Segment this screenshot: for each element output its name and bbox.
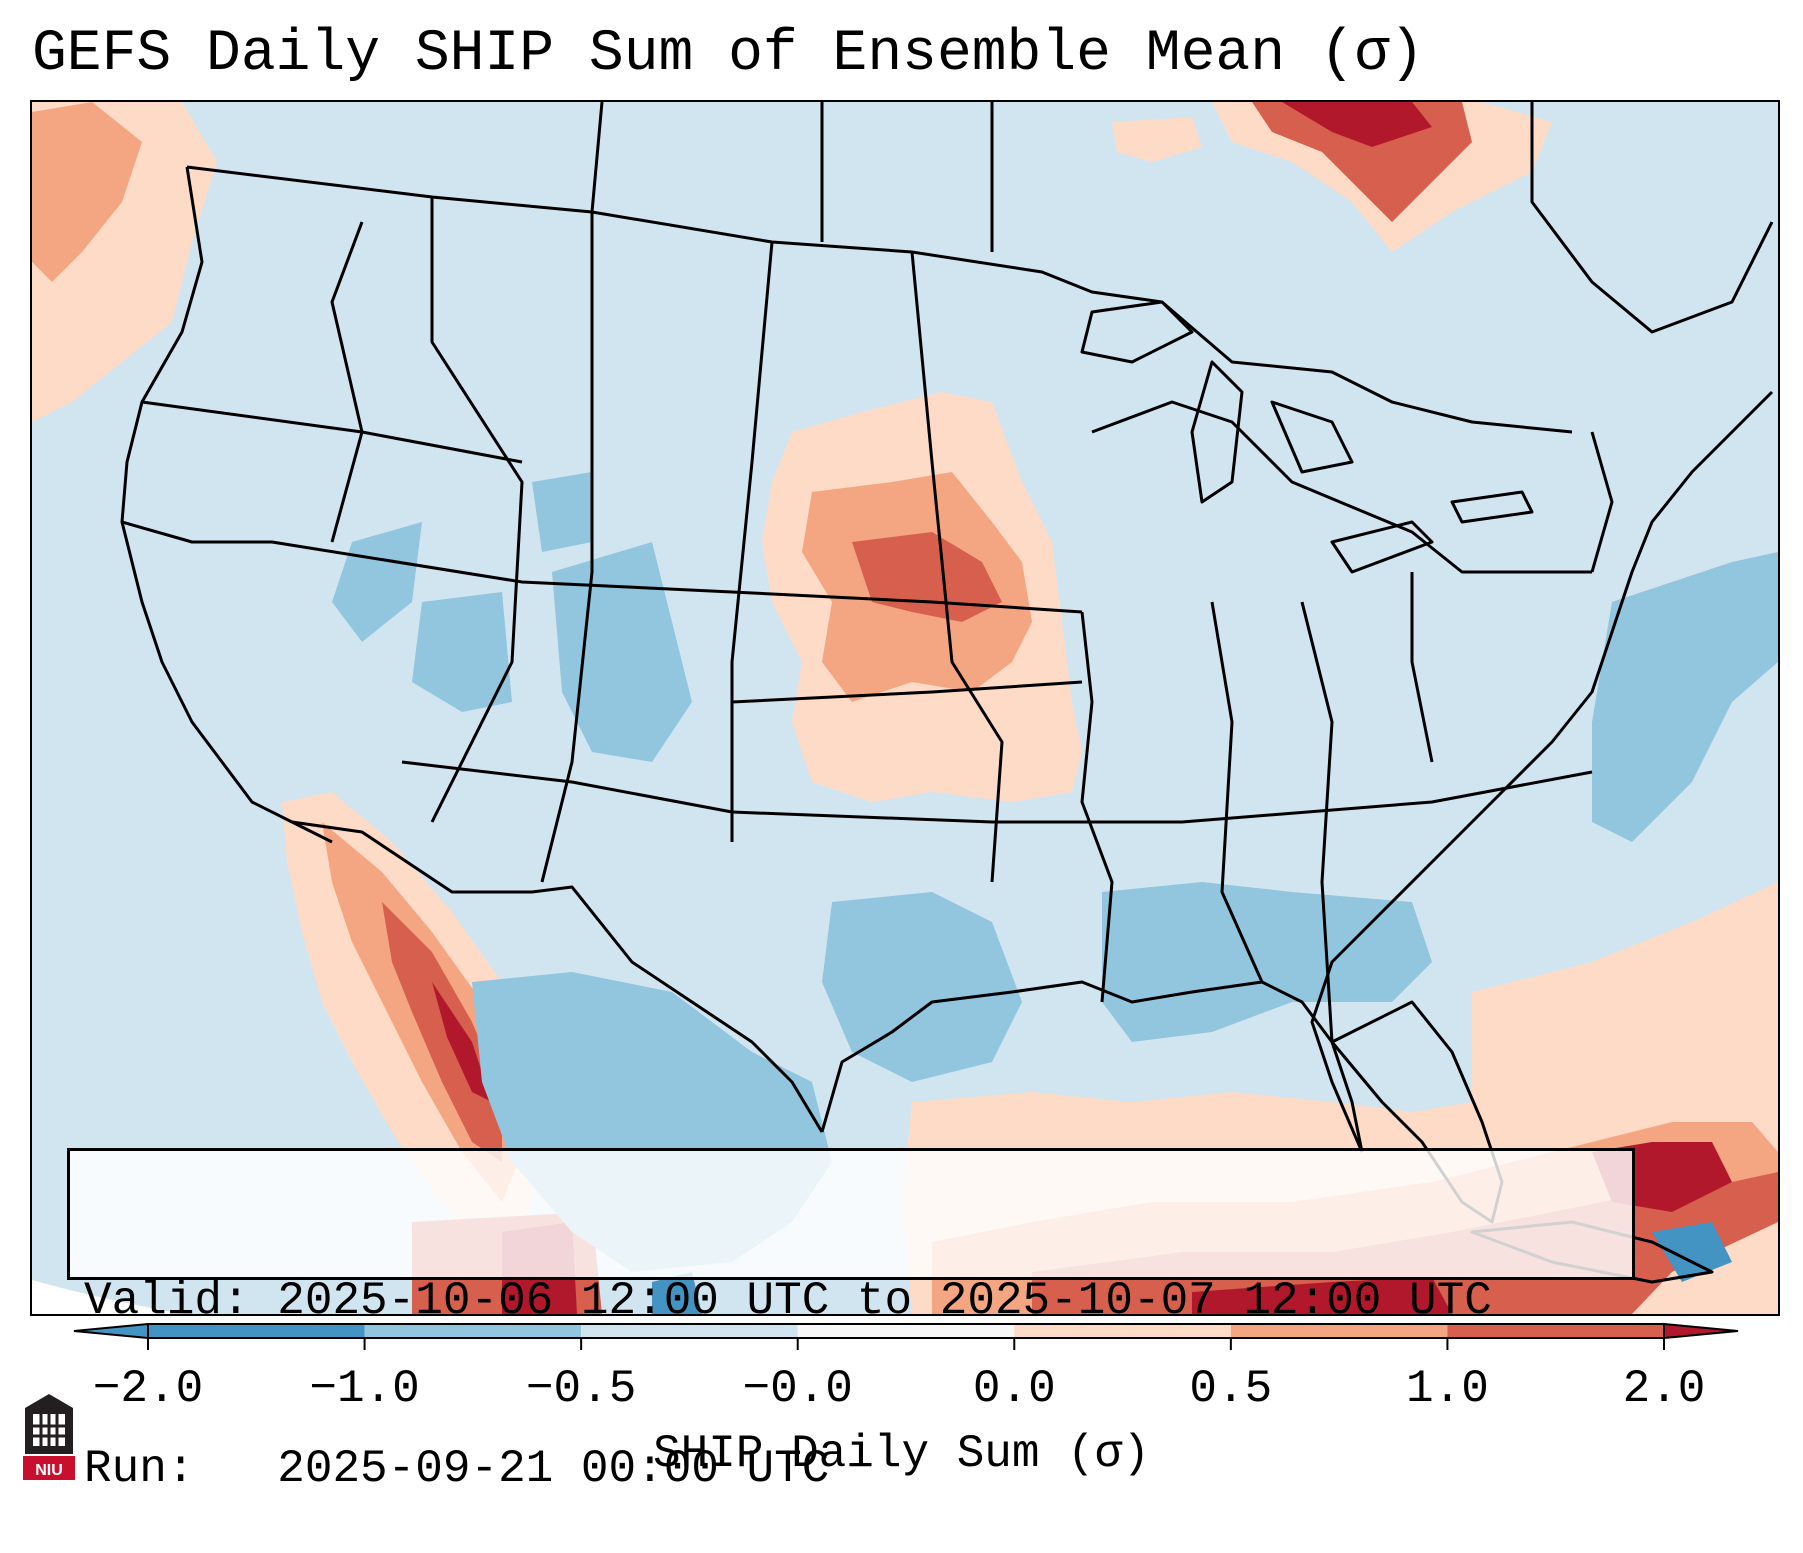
valid-run-info-box: Valid: 2025-10-06 12:00 UTC to 2025-10-0… <box>67 1148 1635 1495</box>
anomaly-region-colorado <box>552 542 692 762</box>
valid-time-text: Valid: 2025-10-06 12:00 UTC to 2025-10-0… <box>84 1275 1492 1327</box>
chart-title: GEFS Daily SHIP Sum of Ensemble Mean (σ) <box>32 22 1425 87</box>
colorbar-tick-label: −0.5 <box>525 1363 637 1415</box>
colorbar-label: SHIP Daily Sum (σ) <box>653 1428 1150 1480</box>
anomaly-map <box>32 102 1778 1314</box>
anomaly-region-southeast <box>1102 882 1432 1042</box>
map-panel <box>30 100 1780 1316</box>
lake-superior <box>1080 300 1194 364</box>
colorbar-tick-label: 0.0 <box>972 1363 1056 1415</box>
anomaly-region-w-atlantic <box>1592 552 1778 842</box>
niu-logo: NIU <box>23 1394 75 1480</box>
us-canada-border <box>186 165 1163 304</box>
us-east-coast <box>1310 390 1774 1153</box>
colorbar-tick-label: −0.0 <box>742 1363 853 1415</box>
us-west-coast <box>120 166 333 844</box>
state-boundaries <box>120 102 1774 1284</box>
us-mexico-border <box>291 820 824 1133</box>
colorbar-tick-label: 0.5 <box>1189 1363 1273 1415</box>
lake-ontario <box>1450 490 1534 524</box>
svg-text:NIU: NIU <box>35 1462 63 1479</box>
lake-michigan <box>1190 360 1244 504</box>
colorbar-tick-label: 1.0 <box>1406 1363 1489 1415</box>
lake-huron <box>1270 400 1354 474</box>
colorbar-tick-label: 2.0 <box>1622 1363 1706 1415</box>
run-time-text: Run: 2025-09-21 00:00 UTC <box>84 1443 830 1495</box>
colorbar-extend-high <box>1663 1322 1739 1340</box>
anomaly-region-hudson-bay <box>1282 102 1432 147</box>
lake-erie <box>1330 520 1434 574</box>
colorbar-tick-label: −1.0 <box>309 1363 420 1415</box>
anomaly-region-sonora <box>382 902 502 1162</box>
colorbar-tick-label: −2.0 <box>92 1363 204 1415</box>
